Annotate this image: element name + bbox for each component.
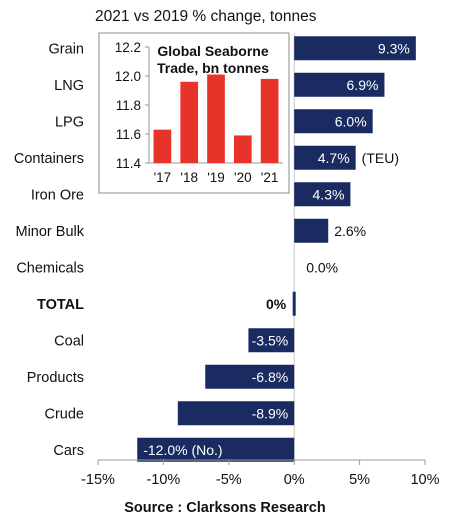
bar-lng (294, 72, 385, 97)
inset-y-tick-label: 11.4 (116, 156, 142, 171)
inset-bar (207, 74, 225, 163)
inset-y-tick-label: 12.2 (115, 40, 141, 55)
bar-cars (137, 437, 295, 462)
inset-bar (233, 135, 252, 163)
data-label: 4.3% (313, 186, 345, 202)
category-label: Chemicals (16, 260, 84, 276)
inset-title-line: Trade, bn tonnes (157, 60, 269, 76)
label-suffix: (TEU) (362, 150, 399, 166)
bar-iron-ore (294, 182, 351, 207)
inset-y-tick-label: 11.8 (116, 98, 141, 113)
inset-y-tick-label: 12.0 (115, 69, 141, 84)
inset-x-tick-label: '17 (154, 170, 172, 185)
category-label: Containers (14, 151, 84, 167)
bar-lpg (294, 109, 373, 134)
inset-x-tick-label: '19 (207, 170, 225, 185)
category-label: LPG (55, 114, 84, 130)
category-label: Coal (54, 333, 84, 349)
inset-bar (153, 129, 172, 163)
inset-title-line: Global Seaborne (157, 43, 268, 59)
data-label: -8.9% (252, 405, 289, 421)
chart-subtitle: 2021 vs 2019 % change, tonnes (95, 8, 317, 25)
category-label: TOTAL (37, 297, 84, 313)
category-label: Products (27, 370, 84, 386)
category-label: Iron Ore (31, 187, 84, 203)
inset-bar (260, 78, 279, 163)
x-tick-label: -15% (81, 472, 115, 488)
data-label: 6.0% (335, 113, 367, 129)
bar-crude (177, 401, 295, 426)
data-label: 0% (266, 296, 287, 312)
data-label: 2.6% (334, 223, 366, 239)
x-tick-label: 10% (410, 472, 439, 488)
data-label: 4.7% (318, 150, 350, 166)
data-label: 0.0% (306, 259, 338, 275)
category-label: Crude (45, 406, 85, 422)
category-label: Cars (53, 443, 84, 459)
category-label: Minor Bulk (16, 224, 85, 240)
inset-bar (180, 81, 199, 163)
data-label: -12.0% (No.) (143, 442, 222, 458)
x-tick-label: 5% (349, 472, 370, 488)
bar-minor-bulk (294, 218, 329, 243)
x-tick-label: 0% (284, 472, 305, 488)
x-tick-label: -10% (146, 472, 180, 488)
bar-total (292, 291, 296, 316)
data-label: -6.8% (252, 369, 289, 385)
source-note: Source : Clarksons Research (124, 500, 326, 516)
category-label: Grain (49, 41, 84, 57)
data-label: 9.3% (378, 40, 410, 56)
data-label: -3.5% (252, 332, 289, 348)
inset-x-tick-label: '18 (180, 170, 198, 185)
inset-x-tick-label: '21 (261, 170, 279, 185)
x-tick-label: -5% (216, 472, 242, 488)
bar-products (205, 364, 295, 389)
inset-y-tick-label: 11.6 (116, 127, 141, 142)
bar-containers (294, 145, 356, 170)
category-label: LNG (54, 78, 84, 94)
data-label: 6.9% (347, 77, 379, 93)
bar-grain (294, 36, 416, 61)
inset-x-tick-label: '20 (234, 170, 252, 185)
bar-coal (248, 328, 295, 353)
